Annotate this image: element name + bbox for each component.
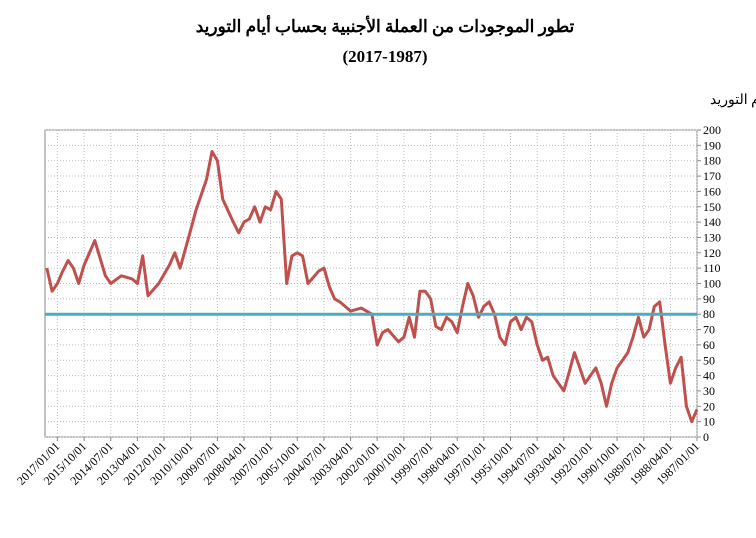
y-tick-label: 70	[703, 323, 715, 337]
y-tick-label: 30	[703, 384, 715, 398]
data-line	[45, 150, 699, 424]
y-tick-label: 50	[703, 353, 715, 367]
y-tick-label: 190	[703, 138, 721, 152]
y-tick-label: 0	[703, 430, 709, 444]
y-tick-label: 110	[703, 261, 721, 275]
y-tick-label: 120	[703, 246, 721, 260]
y-tick-label: 40	[703, 369, 715, 383]
chart-title: تطور الموجودات من العملة الأجنبية بحساب …	[196, 14, 575, 37]
y-tick-label: 200	[703, 123, 721, 137]
y-tick-label: 20	[703, 399, 715, 413]
y-tick-label: 100	[703, 277, 721, 291]
plot-area	[44, 129, 698, 438]
y-axis-label: أيام التوريد	[710, 89, 756, 108]
chart-subtitle: (2017-1987)	[343, 47, 428, 66]
y-tick-label: 140	[703, 215, 721, 229]
y-tick-label: 170	[703, 169, 721, 183]
y-tick-label: 90	[703, 292, 715, 306]
y-tick-label: 130	[703, 230, 721, 244]
y-tick-label: 80	[703, 307, 715, 321]
y-tick-label: 180	[703, 154, 721, 168]
y-tick-label: 60	[703, 338, 715, 352]
y-tick-label: 10	[703, 415, 715, 429]
y-tick-label: 150	[703, 200, 721, 214]
y-tick-label: 160	[703, 184, 721, 198]
